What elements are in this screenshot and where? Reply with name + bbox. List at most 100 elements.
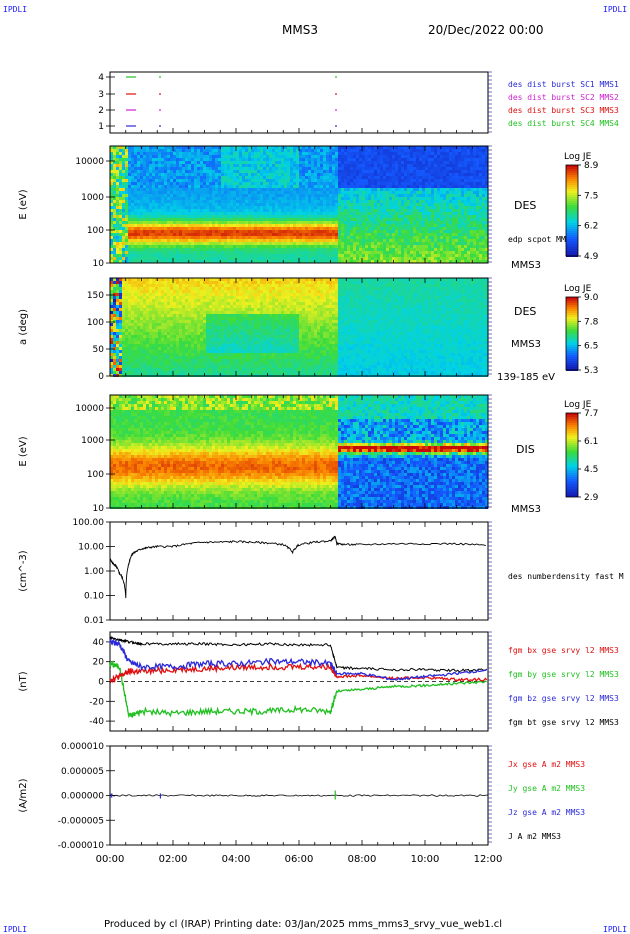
des-energy-colorbar-tick-label: 8.9 — [584, 161, 599, 171]
density-ytick-label: 100.00 — [73, 518, 105, 528]
fgm-legend-1: fgm bx gse srvy l2 MMS3 — [508, 646, 619, 655]
fgm-legend-3: fgm bz gse srvy l2 MMS3 — [508, 694, 619, 703]
des-energy-overlay-label: edp scpot MMS3 — [508, 235, 576, 244]
burst-ytick-label: 1 — [98, 122, 104, 132]
dis-energy-colorbar — [566, 413, 578, 497]
dis-energy-ylabel: E (eV) — [18, 436, 29, 466]
corner-label-bottom-right: IPDLI — [603, 925, 628, 934]
density-legend: des numberdensity fast M — [508, 572, 624, 581]
dis-energy-sublabel: MMS3 — [511, 504, 541, 515]
density-frame — [109, 521, 489, 621]
current-ytick-label: -0.000010 — [58, 841, 104, 851]
footer-credit: Produced by cl (IRAP) Printing date: 03/… — [104, 919, 503, 930]
des-pitch-colorbar-frame — [565, 296, 579, 371]
time-axis-label: 12:00 — [474, 854, 503, 865]
density-ytick-label: 10.00 — [78, 543, 104, 553]
des-energy-ytick-label: 10 — [93, 259, 105, 269]
fgm-ytick-label: -20 — [89, 697, 104, 707]
fgm-ytick-label: 40 — [93, 638, 105, 648]
corner-label-top-right: IPDLI — [603, 5, 628, 14]
fgm-ytick-label: -40 — [89, 717, 104, 727]
corner-label-top-left: IPDLI — [3, 5, 28, 14]
density-series-line — [109, 535, 486, 599]
current-legend-3: Jz gse A m2 MMS3 — [508, 808, 585, 817]
burst-legend-1: des dist burst SC1 MMS1 — [508, 80, 619, 89]
current-ytick-label: 0.000000 — [61, 792, 104, 802]
burst-ytick-label: 2 — [98, 106, 104, 116]
fgm-series-bz — [109, 638, 488, 681]
fgm-series-bx — [109, 662, 488, 684]
dis-energy-colorbar-tick-label: 7.7 — [584, 409, 598, 419]
dis-energy-colorbar-tick-label: 6.1 — [584, 437, 598, 447]
current-ylabel: (A/m2) — [18, 778, 29, 812]
current-ytick-label: -0.000005 — [58, 816, 104, 826]
time-axis-label: 08:00 — [348, 854, 377, 865]
fgm-ytick-label: 0 — [98, 678, 104, 688]
dis-energy-label: DIS — [516, 443, 535, 456]
time-axis-label: 04:00 — [222, 854, 251, 865]
des-pitch-colorbar-tick-label: 5.3 — [584, 366, 598, 376]
des-energy-colorbar-tick-label: 4.9 — [584, 252, 599, 262]
dis-energy-ytick-label: 10 — [93, 504, 105, 514]
des-pitch-colorbar — [566, 297, 578, 371]
des-energy-colorbar-tick-label: 6.2 — [584, 222, 598, 232]
burst-ytick-label: 3 — [98, 90, 104, 100]
des-pitch-spectrogram — [110, 278, 488, 377]
time-axis-label: 10:00 — [411, 854, 440, 865]
des-energy-colorbar — [566, 165, 578, 257]
des-energy-colorbar-title: Log JE — [564, 152, 592, 162]
density-ytick-label: 0.10 — [84, 592, 104, 602]
des-energy-ytick-label: 10000 — [75, 157, 104, 167]
fgm-series-by — [109, 660, 487, 719]
fgm-ytick-label: 20 — [93, 658, 105, 668]
dis-energy-colorbar-tick-label: 4.5 — [584, 465, 598, 475]
time-axis-label: 02:00 — [159, 854, 188, 865]
current-legend-1: Jx gse A m2 MMS3 — [508, 760, 585, 769]
dis-energy-ytick-label: 1000 — [81, 436, 104, 446]
des-pitch-ytick-label: 50 — [93, 345, 105, 355]
des-energy-sublabel: MMS3 — [511, 260, 541, 271]
burst-legend-2: des dist burst SC2 MMS2 — [508, 93, 619, 102]
des-pitch-ylabel: a (deg) — [18, 309, 29, 345]
des-energy-ytick-label: 1000 — [81, 193, 104, 203]
time-axis-label: 06:00 — [285, 854, 314, 865]
current-ytick-label: 0.000010 — [61, 742, 104, 752]
dis-energy-colorbar-tick-label: 2.9 — [584, 493, 599, 503]
des-pitch-energy-range: 139-185 eV — [497, 372, 555, 383]
current-ytick-label: 0.000005 — [61, 767, 104, 777]
corner-label-bottom-left: IPDLI — [3, 925, 28, 934]
fgm-series-bt — [109, 635, 488, 673]
burst-legend-4: des dist burst SC4 MMS4 — [508, 119, 619, 128]
density-ytick-label: 0.01 — [84, 616, 104, 626]
des-energy-colorbar-tick-label: 7.5 — [584, 191, 598, 201]
burst-ytick-label: 4 — [98, 73, 104, 83]
fgm-ylabel: (nT) — [18, 671, 29, 691]
des-pitch-colorbar-tick-label: 6.5 — [584, 342, 598, 352]
dis-energy-ytick-label: 100 — [87, 470, 104, 480]
spacecraft-title: MMS3 — [282, 23, 318, 37]
dis-energy-spectrogram — [110, 395, 488, 509]
dis-energy-ytick-label: 10000 — [75, 404, 104, 414]
fgm-legend-4: fgm bt gse srvy l2 MMS3 — [508, 718, 619, 727]
des-pitch-colorbar-title: Log JE — [564, 284, 592, 294]
des-pitch-label: DES — [514, 305, 536, 318]
des-pitch-ytick-label: 100 — [87, 318, 104, 328]
dis-energy-colorbar-frame — [565, 412, 579, 498]
des-pitch-colorbar-tick-label: 9.0 — [584, 293, 599, 303]
des-energy-spectrogram — [110, 146, 488, 263]
plot-datetime: 20/Dec/2022 00:00 — [428, 23, 544, 37]
des-pitch-ytick-label: 0 — [98, 372, 104, 382]
fgm-legend-2: fgm by gse srvy l2 MMS3 — [508, 670, 619, 679]
des-energy-colorbar-frame — [565, 164, 579, 257]
des-pitch-ytick-label: 150 — [87, 291, 104, 301]
burst-frame — [109, 71, 489, 134]
des-energy-ylabel: E (eV) — [18, 189, 29, 219]
current-series-line — [109, 794, 489, 797]
des-energy-label: DES — [514, 199, 536, 212]
density-ylabel: (cm^-3) — [18, 550, 29, 591]
time-axis-label: 00:00 — [96, 854, 125, 865]
des-pitch-colorbar-tick-label: 7.8 — [584, 317, 599, 327]
dis-energy-colorbar-title: Log JE — [564, 400, 592, 410]
